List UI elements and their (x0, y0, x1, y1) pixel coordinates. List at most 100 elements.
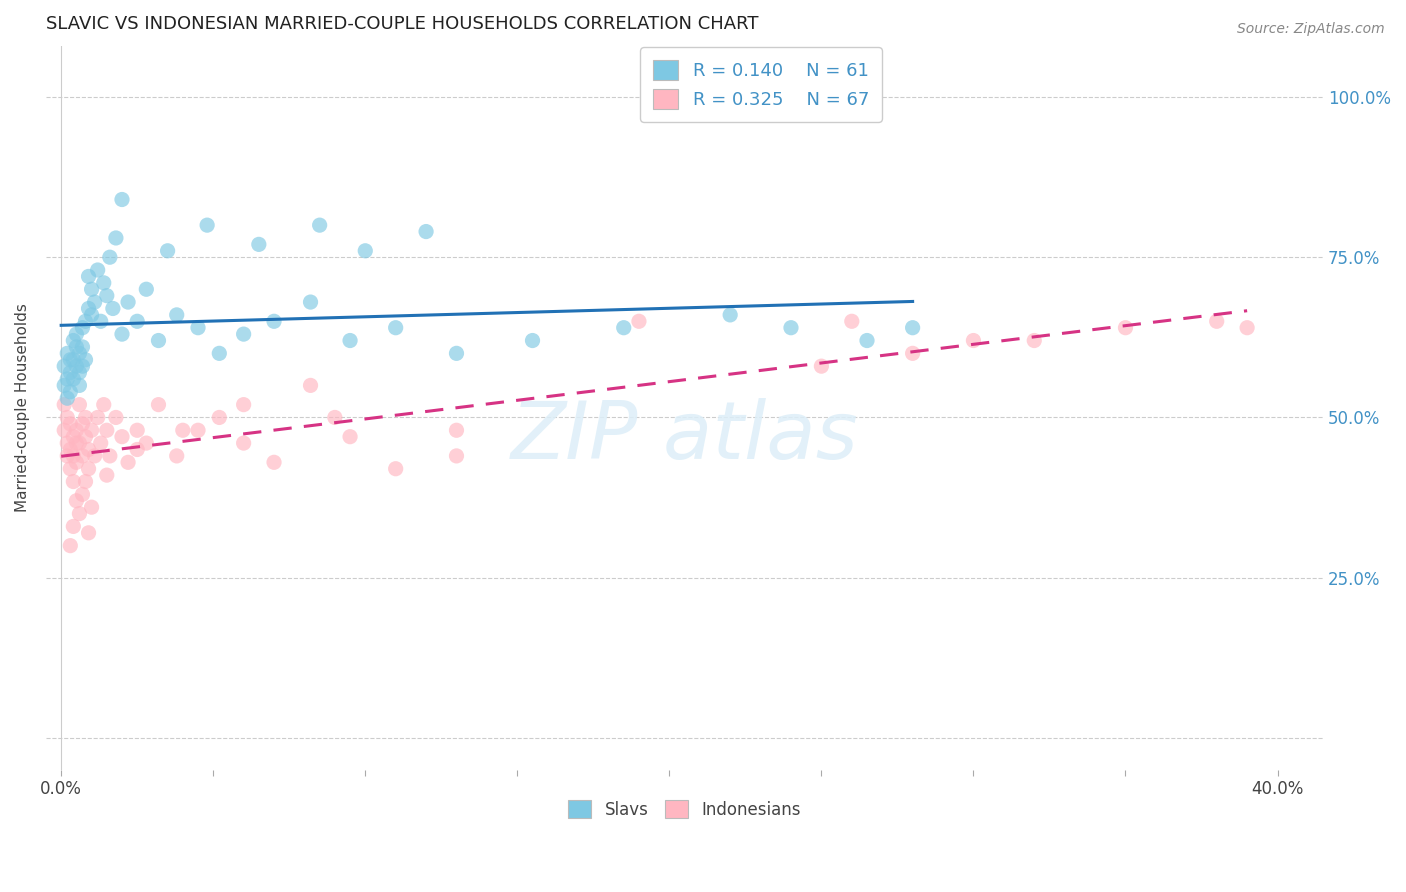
Text: ZIP atlas: ZIP atlas (510, 398, 859, 475)
Point (90, 436, 112, 450)
Point (101, 301, 124, 316)
Point (718, 308, 741, 322)
Point (299, 295, 322, 310)
Point (72, 487, 94, 501)
Point (80, 423, 103, 437)
Point (67, 436, 90, 450)
Point (104, 410, 127, 425)
Point (86, 263, 108, 277)
Point (148, 398, 170, 412)
Point (62, 449, 84, 463)
Point (77, 461, 100, 475)
Point (62, 519, 84, 533)
Point (93, 276, 115, 290)
Point (166, 308, 188, 322)
Point (299, 378, 322, 392)
Point (263, 455, 285, 469)
Point (56, 372, 79, 386)
Point (308, 218, 330, 232)
Point (59, 417, 82, 431)
Point (59, 461, 82, 475)
Point (83, 295, 105, 310)
Point (323, 410, 346, 425)
Point (166, 449, 188, 463)
Point (208, 346, 231, 360)
Y-axis label: Married-couple Households: Married-couple Households (15, 303, 30, 512)
Point (65, 340, 87, 354)
Point (117, 295, 139, 310)
Point (83, 449, 105, 463)
Point (1024, 334, 1046, 348)
Point (77, 525, 100, 540)
Point (53, 359, 76, 374)
Point (62, 430, 84, 444)
Point (75, 430, 97, 444)
Point (127, 314, 149, 328)
Point (780, 320, 803, 334)
Point (65, 423, 87, 437)
Point (111, 193, 134, 207)
Point (384, 320, 406, 334)
Point (53, 378, 76, 392)
Point (67, 378, 90, 392)
Point (72, 359, 94, 374)
Point (98, 449, 121, 463)
Point (67, 346, 90, 360)
Point (1114, 320, 1136, 334)
Point (195, 218, 218, 232)
Point (80, 282, 103, 296)
Text: Source: ZipAtlas.com: Source: ZipAtlas.com (1237, 22, 1385, 37)
Point (56, 346, 79, 360)
Point (901, 320, 924, 334)
Point (148, 334, 170, 348)
Point (56, 391, 79, 405)
Point (67, 366, 90, 380)
Point (111, 430, 134, 444)
Point (98, 250, 121, 264)
Point (111, 327, 134, 342)
Point (187, 320, 209, 334)
Text: SLAVIC VS INDONESIAN MARRIED-COUPLE HOUSEHOLDS CORRELATION CHART: SLAVIC VS INDONESIAN MARRIED-COUPLE HOUS… (46, 15, 758, 33)
Point (127, 442, 149, 457)
Point (232, 436, 254, 450)
Point (59, 366, 82, 380)
Point (446, 423, 468, 437)
Point (53, 423, 76, 437)
Point (96, 423, 118, 437)
Point (86, 410, 108, 425)
Point (156, 244, 179, 258)
Point (62, 352, 84, 367)
Point (59, 352, 82, 367)
Point (77, 269, 100, 284)
Point (187, 423, 209, 437)
Point (75, 352, 97, 367)
Point (93, 398, 115, 412)
Point (232, 398, 254, 412)
Point (90, 314, 112, 328)
Point (522, 334, 544, 348)
Point (962, 334, 984, 348)
Point (446, 449, 468, 463)
Point (56, 410, 79, 425)
Point (56, 436, 79, 450)
Legend: Slavs, Indonesians: Slavs, Indonesians (560, 791, 810, 827)
Point (135, 282, 157, 296)
Point (627, 314, 650, 328)
Point (65, 327, 87, 342)
Point (75, 410, 97, 425)
Point (901, 346, 924, 360)
Point (384, 461, 406, 475)
Point (232, 327, 254, 342)
Point (104, 231, 127, 245)
Point (1236, 320, 1258, 334)
Point (135, 436, 157, 450)
Point (841, 314, 863, 328)
Point (77, 301, 100, 316)
Point (53, 398, 76, 412)
Point (96, 288, 118, 302)
Point (613, 320, 636, 334)
Point (62, 372, 84, 386)
Point (72, 417, 94, 431)
Point (172, 423, 194, 437)
Point (59, 384, 82, 399)
